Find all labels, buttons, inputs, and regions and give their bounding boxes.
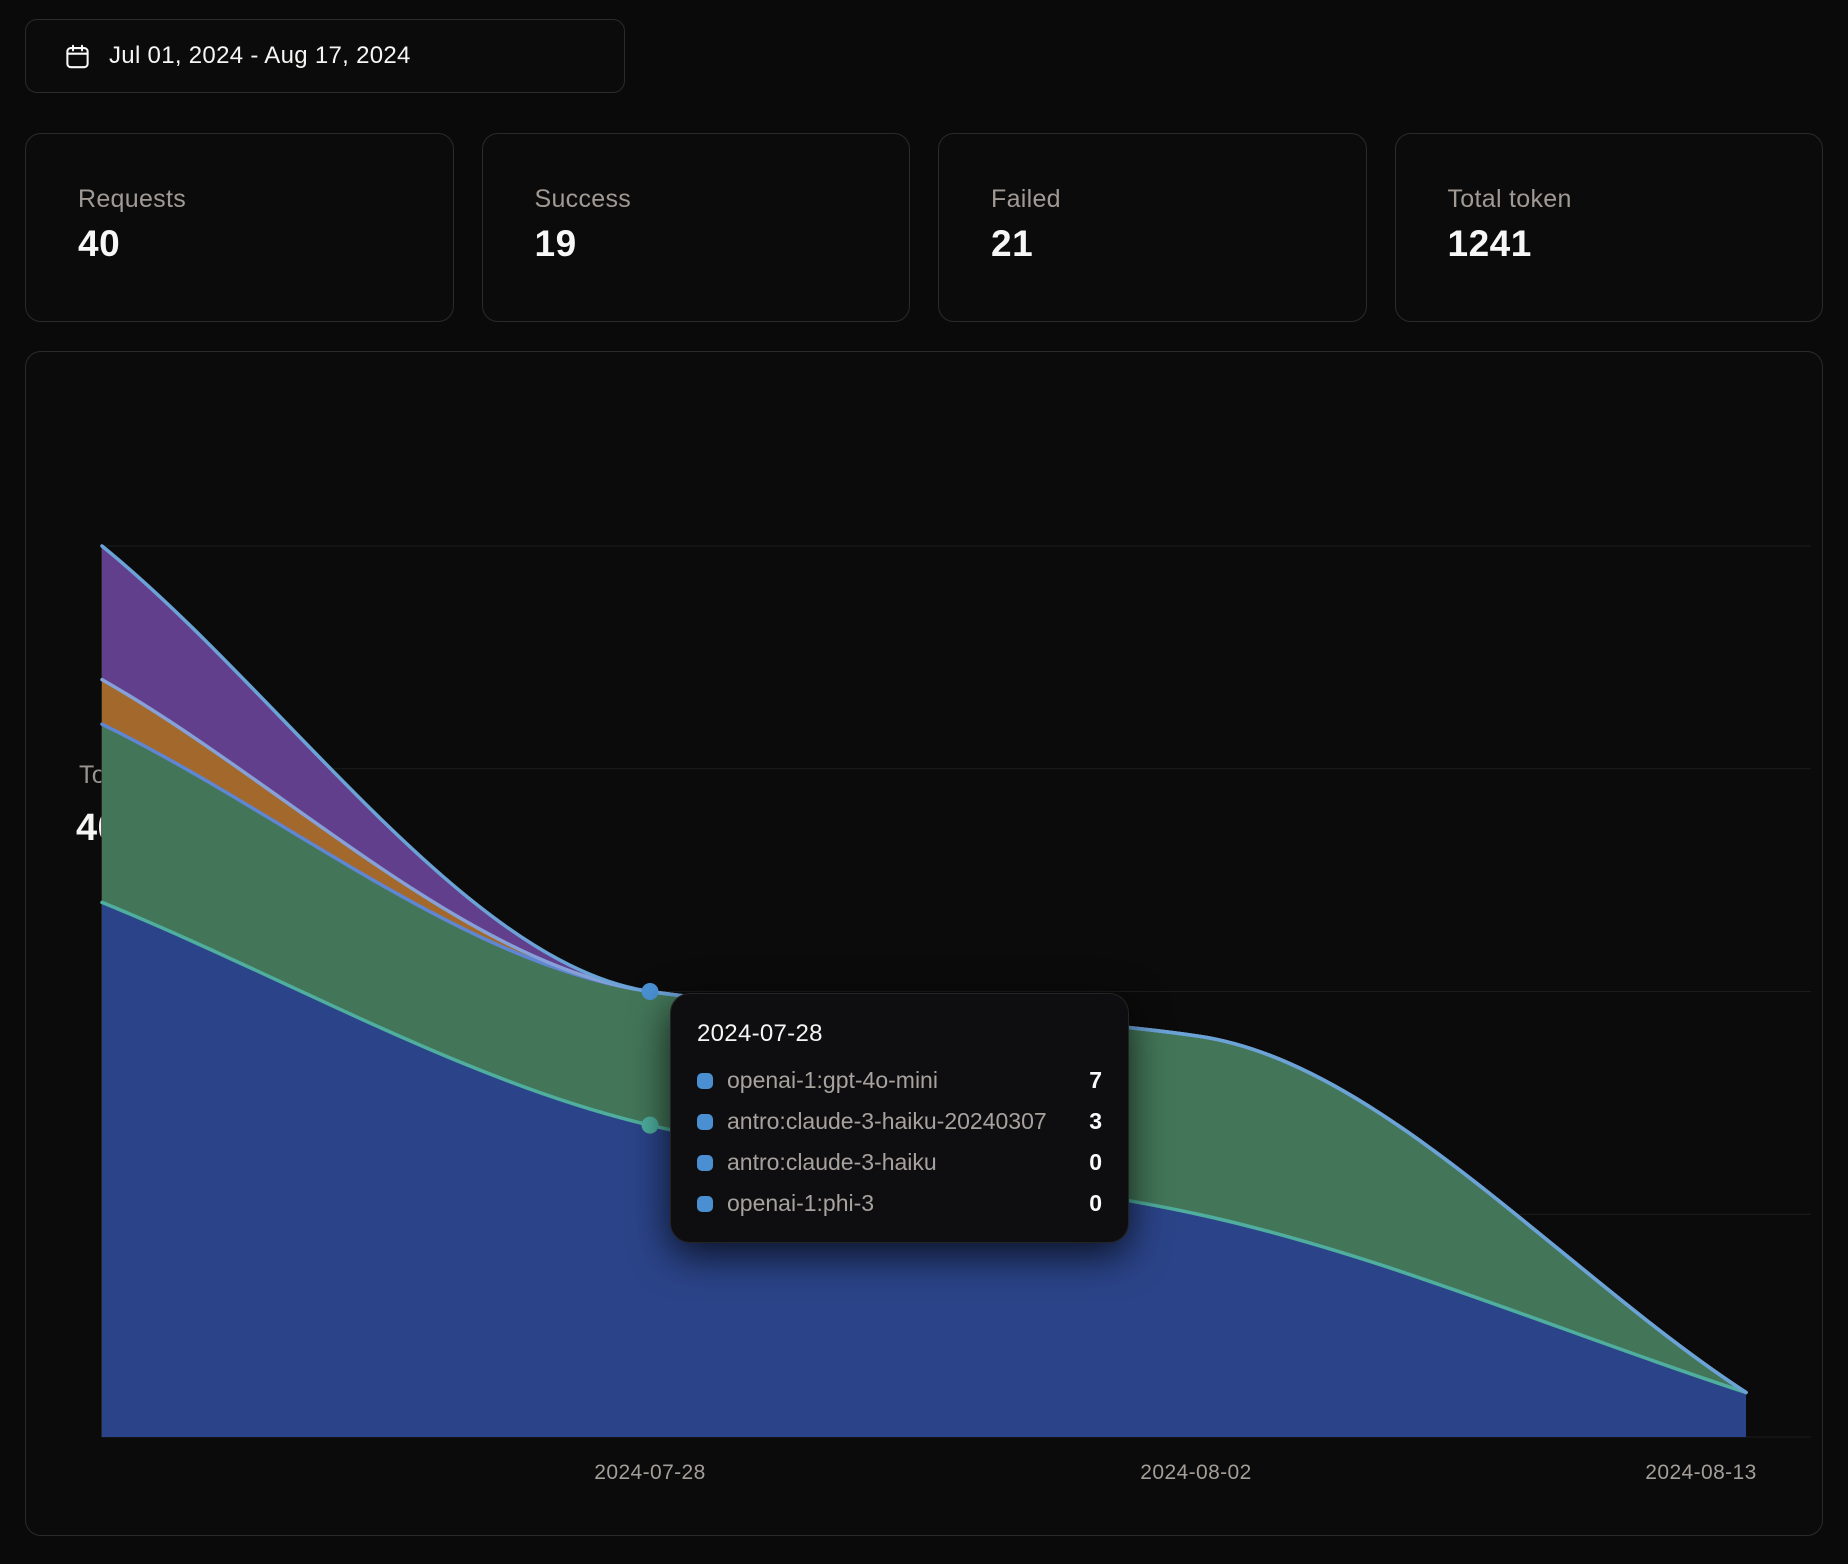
x-axis-tick: 2024-07-28 [594, 1461, 706, 1484]
stat-card-requests: Requests 40 [25, 133, 454, 322]
chart-tooltip: 2024-07-28 openai-1:gpt-4o-mini 7 antro:cl… [670, 993, 1129, 1243]
tooltip-series-value: 3 [1089, 1108, 1102, 1134]
tooltip-row: antro:claude-3-haiku 0 [697, 1142, 1102, 1183]
series-swatch-icon [697, 1195, 713, 1212]
tooltip-row: openai-1:phi-3 0 [697, 1183, 1102, 1224]
tooltip-date: 2024-07-28 [697, 1020, 823, 1047]
stats-row: Requests 40 Success 19 Failed 21 Total token 12… [25, 133, 1823, 322]
tooltip-row: openai-1:gpt-4o-mini 7 [697, 1060, 1102, 1101]
stat-value: 21 [991, 223, 1034, 264]
tooltip-series-value: 7 [1089, 1067, 1102, 1093]
tooltip-series-value: 0 [1089, 1149, 1102, 1175]
stat-value: 40 [78, 223, 121, 264]
series-swatch-icon [697, 1113, 713, 1130]
stat-label: Requests [78, 185, 187, 213]
stat-label: Success [534, 185, 632, 213]
stat-value: 1241 [1447, 223, 1532, 264]
tooltip-series-label: openai-1:phi-3 [727, 1190, 875, 1216]
highlight-dot [641, 983, 659, 1000]
total-requests-card: Total Requests 40 Requests 2024-07-28202… [25, 351, 1823, 1536]
stat-card-success: Success 19 [481, 133, 910, 322]
calendar-icon [66, 44, 89, 68]
date-range-picker[interactable]: Jul 01, 2024 - Aug 17, 2024 [25, 19, 625, 93]
stat-label: Total token [1447, 185, 1572, 213]
stat-value: 19 [534, 223, 577, 264]
tooltip-series-label: antro:claude-3-haiku-20240307 [727, 1108, 1047, 1134]
stat-label: Failed [991, 185, 1061, 213]
highlight-dot [641, 1116, 659, 1134]
stat-card-failed: Failed 21 [938, 133, 1367, 322]
x-axis-tick: 2024-08-02 [1140, 1461, 1252, 1484]
series-swatch-icon [697, 1072, 713, 1089]
date-range-label: Jul 01, 2024 - Aug 17, 2024 [109, 42, 411, 69]
tooltip-series-value: 0 [1089, 1190, 1102, 1216]
tooltip-series-label: antro:claude-3-haiku [727, 1149, 937, 1175]
area-series-openai-1-gpt-4o-mini[interactable] [102, 902, 1746, 1437]
tooltip-row: antro:claude-3-haiku-20240307 3 [697, 1101, 1102, 1142]
series-swatch-icon [697, 1154, 713, 1171]
stat-card-total-token: Total token 1241 [1394, 133, 1823, 322]
area-chart-plot[interactable] [26, 352, 1823, 1536]
x-axis-tick: 2024-08-13 [1645, 1461, 1757, 1484]
tooltip-series-label: openai-1:gpt-4o-mini [727, 1067, 938, 1093]
